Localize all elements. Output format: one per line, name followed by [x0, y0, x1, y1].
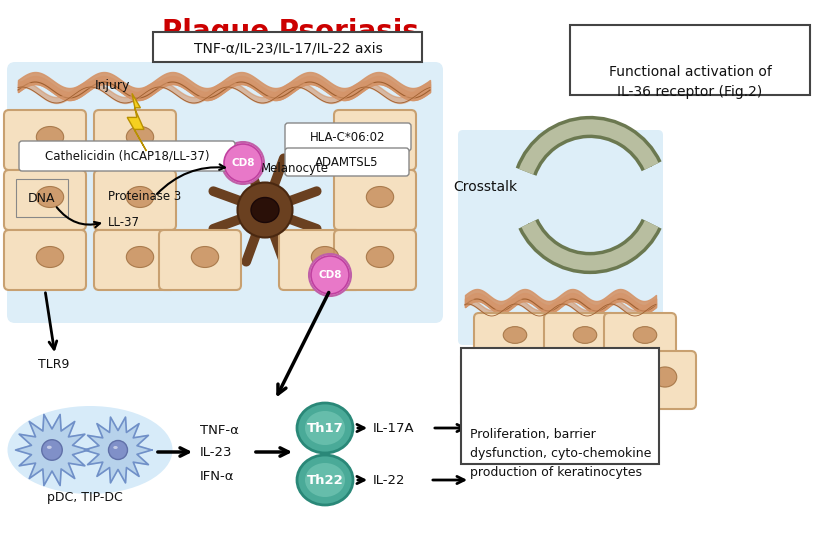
Ellipse shape	[238, 182, 293, 237]
FancyBboxPatch shape	[474, 313, 546, 363]
Ellipse shape	[251, 197, 279, 222]
Text: CD8: CD8	[231, 158, 255, 168]
Text: IL-22: IL-22	[373, 474, 405, 486]
Ellipse shape	[305, 463, 345, 497]
FancyBboxPatch shape	[544, 313, 616, 363]
Polygon shape	[127, 93, 146, 151]
FancyBboxPatch shape	[334, 170, 416, 230]
FancyBboxPatch shape	[458, 130, 663, 345]
Polygon shape	[84, 417, 152, 483]
FancyBboxPatch shape	[604, 313, 676, 363]
FancyBboxPatch shape	[159, 230, 241, 290]
Circle shape	[224, 144, 262, 182]
Text: TNF-α: TNF-α	[200, 424, 239, 436]
FancyBboxPatch shape	[4, 110, 86, 170]
Text: CD8: CD8	[318, 270, 342, 280]
Ellipse shape	[36, 127, 63, 147]
Ellipse shape	[490, 367, 514, 387]
Circle shape	[222, 142, 264, 184]
Ellipse shape	[573, 326, 597, 344]
Text: DNA: DNA	[28, 191, 56, 205]
Ellipse shape	[127, 186, 154, 207]
Text: Melanocyte: Melanocyte	[261, 162, 329, 175]
Ellipse shape	[367, 186, 394, 207]
Ellipse shape	[305, 411, 345, 445]
Text: Crosstalk: Crosstalk	[453, 180, 517, 194]
Ellipse shape	[503, 326, 527, 344]
FancyBboxPatch shape	[334, 110, 416, 170]
FancyBboxPatch shape	[19, 141, 235, 171]
Text: Th17: Th17	[307, 421, 344, 434]
Text: Proteinase 3: Proteinase 3	[108, 190, 181, 202]
FancyBboxPatch shape	[285, 148, 409, 176]
Ellipse shape	[36, 186, 63, 207]
FancyBboxPatch shape	[279, 230, 361, 290]
Ellipse shape	[127, 127, 154, 147]
Ellipse shape	[633, 326, 657, 344]
Ellipse shape	[7, 406, 173, 494]
Text: Plaque Psoriasis: Plaque Psoriasis	[162, 18, 418, 46]
Text: Cathelicidin (hCAP18/LL-37): Cathelicidin (hCAP18/LL-37)	[44, 150, 210, 162]
Ellipse shape	[47, 446, 52, 449]
FancyBboxPatch shape	[570, 25, 810, 95]
FancyBboxPatch shape	[461, 348, 659, 464]
Text: IL-17A: IL-17A	[373, 421, 414, 434]
Text: IL-23: IL-23	[200, 446, 233, 459]
FancyBboxPatch shape	[285, 123, 411, 151]
Ellipse shape	[297, 403, 353, 453]
FancyBboxPatch shape	[526, 351, 598, 409]
FancyBboxPatch shape	[94, 230, 176, 290]
Ellipse shape	[653, 367, 677, 387]
FancyBboxPatch shape	[624, 351, 696, 409]
Ellipse shape	[127, 246, 154, 267]
Text: LL-37: LL-37	[108, 216, 140, 229]
FancyBboxPatch shape	[4, 230, 86, 290]
Text: Proliferation, barrier
dysfunction, cyto-chemokine
production of keratinocytes: Proliferation, barrier dysfunction, cyto…	[470, 428, 651, 479]
Circle shape	[309, 254, 351, 296]
Ellipse shape	[113, 446, 118, 449]
Circle shape	[42, 440, 62, 460]
FancyBboxPatch shape	[7, 62, 443, 323]
FancyBboxPatch shape	[94, 170, 176, 230]
Text: Th22: Th22	[307, 474, 344, 486]
Text: IFN-α: IFN-α	[200, 469, 234, 483]
Polygon shape	[16, 414, 89, 485]
Text: pDC, TIP-DC: pDC, TIP-DC	[47, 492, 122, 504]
FancyBboxPatch shape	[334, 230, 416, 290]
FancyBboxPatch shape	[94, 110, 176, 170]
Ellipse shape	[312, 246, 339, 267]
FancyBboxPatch shape	[586, 351, 658, 409]
FancyBboxPatch shape	[461, 351, 533, 409]
FancyBboxPatch shape	[4, 170, 86, 230]
Text: TLR9: TLR9	[38, 358, 69, 371]
Ellipse shape	[615, 367, 639, 387]
Ellipse shape	[36, 246, 63, 267]
FancyBboxPatch shape	[153, 32, 422, 62]
Ellipse shape	[367, 246, 394, 267]
Ellipse shape	[555, 367, 579, 387]
Circle shape	[109, 440, 127, 459]
Circle shape	[311, 256, 349, 294]
Text: TNF-α/IL-23/IL-17/IL-22 axis: TNF-α/IL-23/IL-17/IL-22 axis	[194, 41, 382, 55]
Text: HLA-C*06:02: HLA-C*06:02	[310, 131, 386, 143]
Text: ADAMTSL5: ADAMTSL5	[316, 156, 379, 168]
Text: Functional activation of
IL-36 receptor (Fig.2): Functional activation of IL-36 receptor …	[608, 65, 771, 98]
Ellipse shape	[367, 127, 394, 147]
Text: Injury: Injury	[95, 78, 131, 92]
Ellipse shape	[192, 246, 219, 267]
Ellipse shape	[297, 455, 353, 505]
